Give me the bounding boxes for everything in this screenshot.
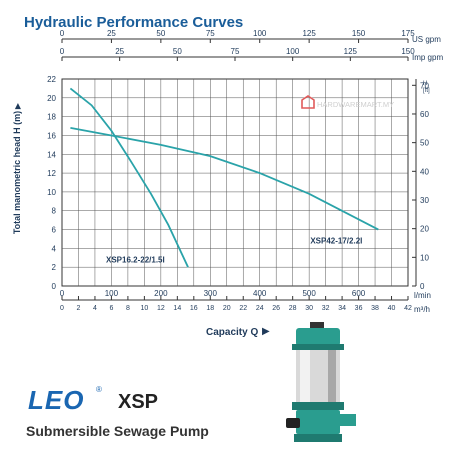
- y-tick-label: 10: [47, 188, 56, 197]
- x-tick-label: 100: [253, 29, 267, 38]
- series-line: [69, 87, 189, 268]
- y-tick-label: 12: [47, 169, 56, 178]
- x-tick-label: 32: [322, 305, 330, 312]
- y-right-unit: [ft]: [423, 88, 430, 94]
- plot-frame: [61, 78, 409, 287]
- logo-subtitle: Submersible Sewage Pump: [26, 423, 209, 439]
- x-tick-label: 36: [355, 305, 363, 312]
- x-tick-label: 400: [253, 289, 267, 298]
- x-tick-label: 18: [206, 305, 214, 312]
- x-tick-label: 150: [401, 47, 415, 56]
- x-tick-label: 100: [105, 289, 119, 298]
- x-tick-label: 0: [60, 305, 64, 312]
- x-tick-label: 150: [352, 29, 366, 38]
- y-right-tick-label: 50: [420, 139, 429, 148]
- x-tick-label: 24: [256, 305, 264, 312]
- x-tick-label: 0: [60, 289, 65, 298]
- x-tick-label: 500: [302, 289, 316, 298]
- y-tick-label: 8: [52, 207, 57, 216]
- y-axis-label: Total manometric head H (m): [12, 111, 22, 234]
- x-tick-label: 42: [404, 305, 412, 312]
- x-tick-label: 50: [173, 47, 182, 56]
- x-tick-label: 600: [352, 289, 366, 298]
- x-axis-unit: m³/h: [414, 305, 430, 314]
- x-axis-unit: l/min: [414, 291, 431, 300]
- series-label: XSP42-17/2.2I: [310, 237, 362, 246]
- x-tick-label: 16: [190, 305, 198, 312]
- y-tick-label: 4: [52, 244, 57, 253]
- y-right-unit: H: [423, 81, 427, 87]
- x-tick-label: 0: [60, 29, 65, 38]
- x-axis-arrow: ▶: [262, 326, 270, 337]
- x-tick-label: 125: [302, 29, 316, 38]
- x-tick-label: 50: [156, 29, 165, 38]
- hardwaremart-logo-icon: HARDWAREMART.MY: [300, 94, 400, 119]
- y-axis-arrow: ▶: [13, 102, 22, 109]
- x-tick-label: 26: [272, 305, 280, 312]
- x-tick-label: 25: [107, 29, 116, 38]
- x-tick-label: 34: [338, 305, 346, 312]
- chart-title: Hydraulic Performance Curves: [24, 14, 244, 31]
- logo-leo: LEO: [28, 385, 85, 415]
- y-right-tick-label: 40: [420, 167, 429, 176]
- x-axis-unit: US gpm: [412, 35, 441, 44]
- x-tick-label: 25: [115, 47, 124, 56]
- logo-series: XSP: [118, 391, 159, 413]
- x-tick-label: 28: [289, 305, 297, 312]
- x-tick-label: 175: [401, 29, 415, 38]
- y-tick-label: 16: [47, 131, 56, 140]
- x-tick-label: 75: [231, 47, 240, 56]
- pump-image-icon: [280, 322, 360, 452]
- x-axis-label: Capacity Q: [206, 327, 259, 338]
- x-tick-label: 4: [93, 305, 97, 312]
- x-tick-label: 75: [206, 29, 215, 38]
- y-right-tick-label: 10: [420, 253, 429, 262]
- x-tick-label: 125: [344, 47, 358, 56]
- x-tick-label: 6: [109, 305, 113, 312]
- brand-logo: LEO ® XSP Submersible Sewage Pump: [26, 385, 266, 445]
- x-tick-label: 30: [305, 305, 313, 312]
- y-right-tick-label: 70: [420, 81, 429, 90]
- y-tick-label: 20: [47, 94, 56, 103]
- watermark-text: HARDWAREMART.MY: [317, 100, 394, 109]
- x-tick-label: 200: [154, 289, 168, 298]
- x-tick-label: 22: [239, 305, 247, 312]
- y-tick-label: 22: [47, 75, 56, 84]
- series-label: XSP16.2-22/1.5I: [106, 255, 165, 264]
- x-tick-label: 40: [388, 305, 396, 312]
- x-tick-label: 8: [126, 305, 130, 312]
- logo-registered: ®: [96, 385, 102, 394]
- y-right-tick-label: 0: [420, 282, 425, 291]
- y-tick-label: 14: [47, 150, 56, 159]
- y-right-tick-label: 30: [420, 196, 429, 205]
- x-tick-label: 38: [371, 305, 379, 312]
- y-tick-label: 18: [47, 113, 56, 122]
- x-tick-label: 0: [60, 47, 65, 56]
- y-tick-label: 0: [52, 282, 57, 291]
- series-line: [70, 127, 379, 231]
- x-tick-label: 2: [77, 305, 81, 312]
- y-tick-label: 2: [52, 263, 57, 272]
- x-tick-label: 12: [157, 305, 165, 312]
- x-axis-unit: Imp gpm: [412, 53, 443, 62]
- y-right-tick-label: 60: [420, 110, 429, 119]
- y-right-tick-label: 20: [420, 225, 429, 234]
- x-tick-label: 14: [173, 305, 181, 312]
- x-tick-label: 300: [204, 289, 218, 298]
- x-tick-label: 10: [140, 305, 148, 312]
- x-tick-label: 20: [223, 305, 231, 312]
- x-tick-label: 100: [286, 47, 300, 56]
- y-tick-label: 6: [52, 226, 57, 235]
